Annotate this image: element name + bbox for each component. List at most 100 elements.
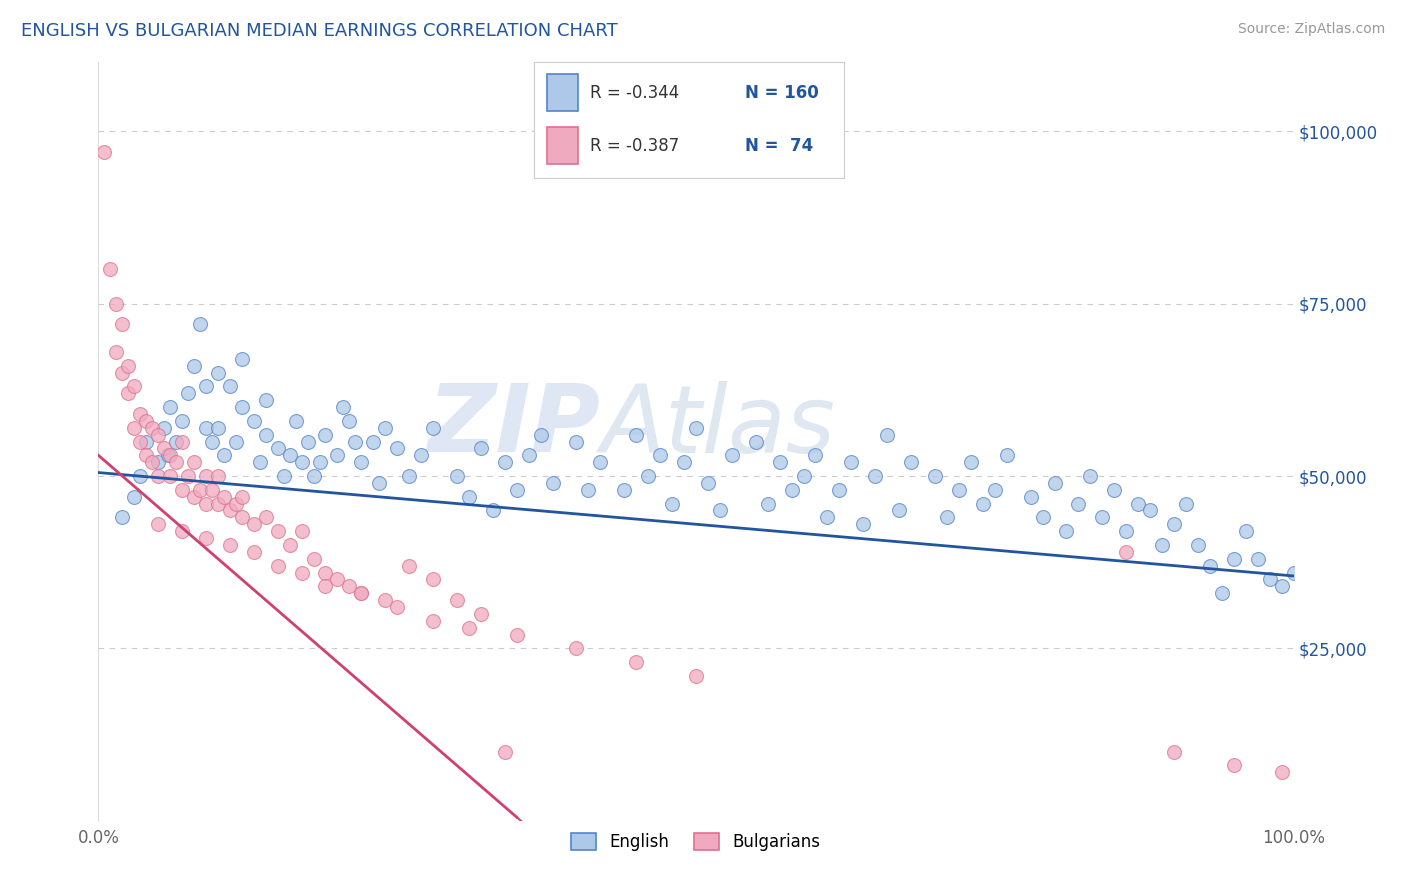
Point bbox=[135, 448, 157, 462]
Point bbox=[1115, 545, 1137, 559]
FancyBboxPatch shape bbox=[547, 74, 578, 112]
Point bbox=[291, 566, 314, 580]
Point bbox=[948, 483, 970, 497]
Point bbox=[273, 469, 295, 483]
Point bbox=[374, 421, 396, 435]
Point bbox=[422, 614, 444, 628]
Point bbox=[1258, 573, 1281, 587]
Point bbox=[212, 490, 235, 504]
Point bbox=[637, 469, 659, 483]
Point bbox=[111, 318, 134, 332]
Point bbox=[411, 448, 433, 462]
Point bbox=[876, 427, 898, 442]
Point bbox=[565, 434, 588, 449]
Point bbox=[332, 400, 354, 414]
Point bbox=[148, 455, 170, 469]
Point bbox=[302, 551, 325, 566]
Point bbox=[1282, 566, 1305, 580]
Point bbox=[1067, 497, 1090, 511]
Point bbox=[852, 517, 875, 532]
Point bbox=[1056, 524, 1078, 538]
Point bbox=[1128, 497, 1150, 511]
Point bbox=[207, 366, 229, 380]
Point bbox=[613, 483, 636, 497]
Point bbox=[225, 434, 247, 449]
Point bbox=[105, 296, 128, 310]
Point bbox=[841, 455, 863, 469]
Point bbox=[207, 497, 229, 511]
Text: N =  74: N = 74 bbox=[745, 137, 813, 155]
Point bbox=[231, 351, 253, 366]
Point bbox=[117, 359, 139, 373]
Point bbox=[267, 558, 290, 573]
Point bbox=[458, 490, 481, 504]
Point bbox=[148, 517, 170, 532]
Point bbox=[315, 566, 337, 580]
Point bbox=[291, 524, 314, 538]
Point bbox=[105, 345, 128, 359]
Point bbox=[165, 455, 187, 469]
Point bbox=[1091, 510, 1114, 524]
Legend: English, Bulgarians: English, Bulgarians bbox=[565, 826, 827, 858]
Point bbox=[153, 442, 176, 456]
Point bbox=[111, 510, 134, 524]
Point bbox=[172, 414, 194, 428]
Point bbox=[589, 455, 612, 469]
Point bbox=[924, 469, 946, 483]
Point bbox=[972, 497, 994, 511]
Point bbox=[385, 599, 409, 614]
Point bbox=[780, 483, 803, 497]
Point bbox=[1247, 551, 1270, 566]
Point bbox=[183, 455, 205, 469]
Point bbox=[207, 421, 229, 435]
Point bbox=[177, 469, 200, 483]
Point bbox=[212, 448, 235, 462]
Point bbox=[1223, 551, 1246, 566]
Point bbox=[117, 386, 139, 401]
Point bbox=[709, 503, 731, 517]
Point bbox=[159, 400, 181, 414]
Point bbox=[363, 434, 385, 449]
Point bbox=[148, 469, 170, 483]
Point bbox=[1223, 758, 1246, 772]
Point bbox=[756, 497, 779, 511]
Point bbox=[195, 421, 218, 435]
Point bbox=[458, 621, 481, 635]
Point bbox=[350, 455, 373, 469]
Point bbox=[1032, 510, 1054, 524]
Point bbox=[1080, 469, 1102, 483]
Point bbox=[201, 483, 224, 497]
Point bbox=[648, 448, 672, 462]
Point bbox=[267, 524, 290, 538]
Point bbox=[793, 469, 815, 483]
Point bbox=[219, 538, 242, 552]
Point bbox=[267, 442, 290, 456]
Point bbox=[685, 669, 707, 683]
Point bbox=[195, 531, 218, 545]
Point bbox=[249, 455, 271, 469]
Point bbox=[124, 490, 146, 504]
Point bbox=[148, 427, 170, 442]
Point bbox=[243, 545, 266, 559]
Point bbox=[422, 421, 444, 435]
Point bbox=[374, 593, 396, 607]
Point bbox=[339, 579, 361, 593]
Point bbox=[315, 579, 337, 593]
Point bbox=[326, 448, 349, 462]
Point bbox=[1115, 524, 1137, 538]
Point bbox=[889, 503, 911, 517]
Point bbox=[231, 510, 253, 524]
Point bbox=[661, 497, 683, 511]
Point bbox=[141, 455, 163, 469]
Point bbox=[804, 448, 827, 462]
Point bbox=[828, 483, 851, 497]
Point bbox=[111, 366, 134, 380]
Point bbox=[1271, 765, 1294, 780]
Point bbox=[129, 469, 152, 483]
Point bbox=[207, 469, 229, 483]
Point bbox=[685, 421, 707, 435]
Point bbox=[165, 434, 187, 449]
Point bbox=[297, 434, 319, 449]
Point bbox=[315, 427, 337, 442]
Point bbox=[172, 434, 194, 449]
